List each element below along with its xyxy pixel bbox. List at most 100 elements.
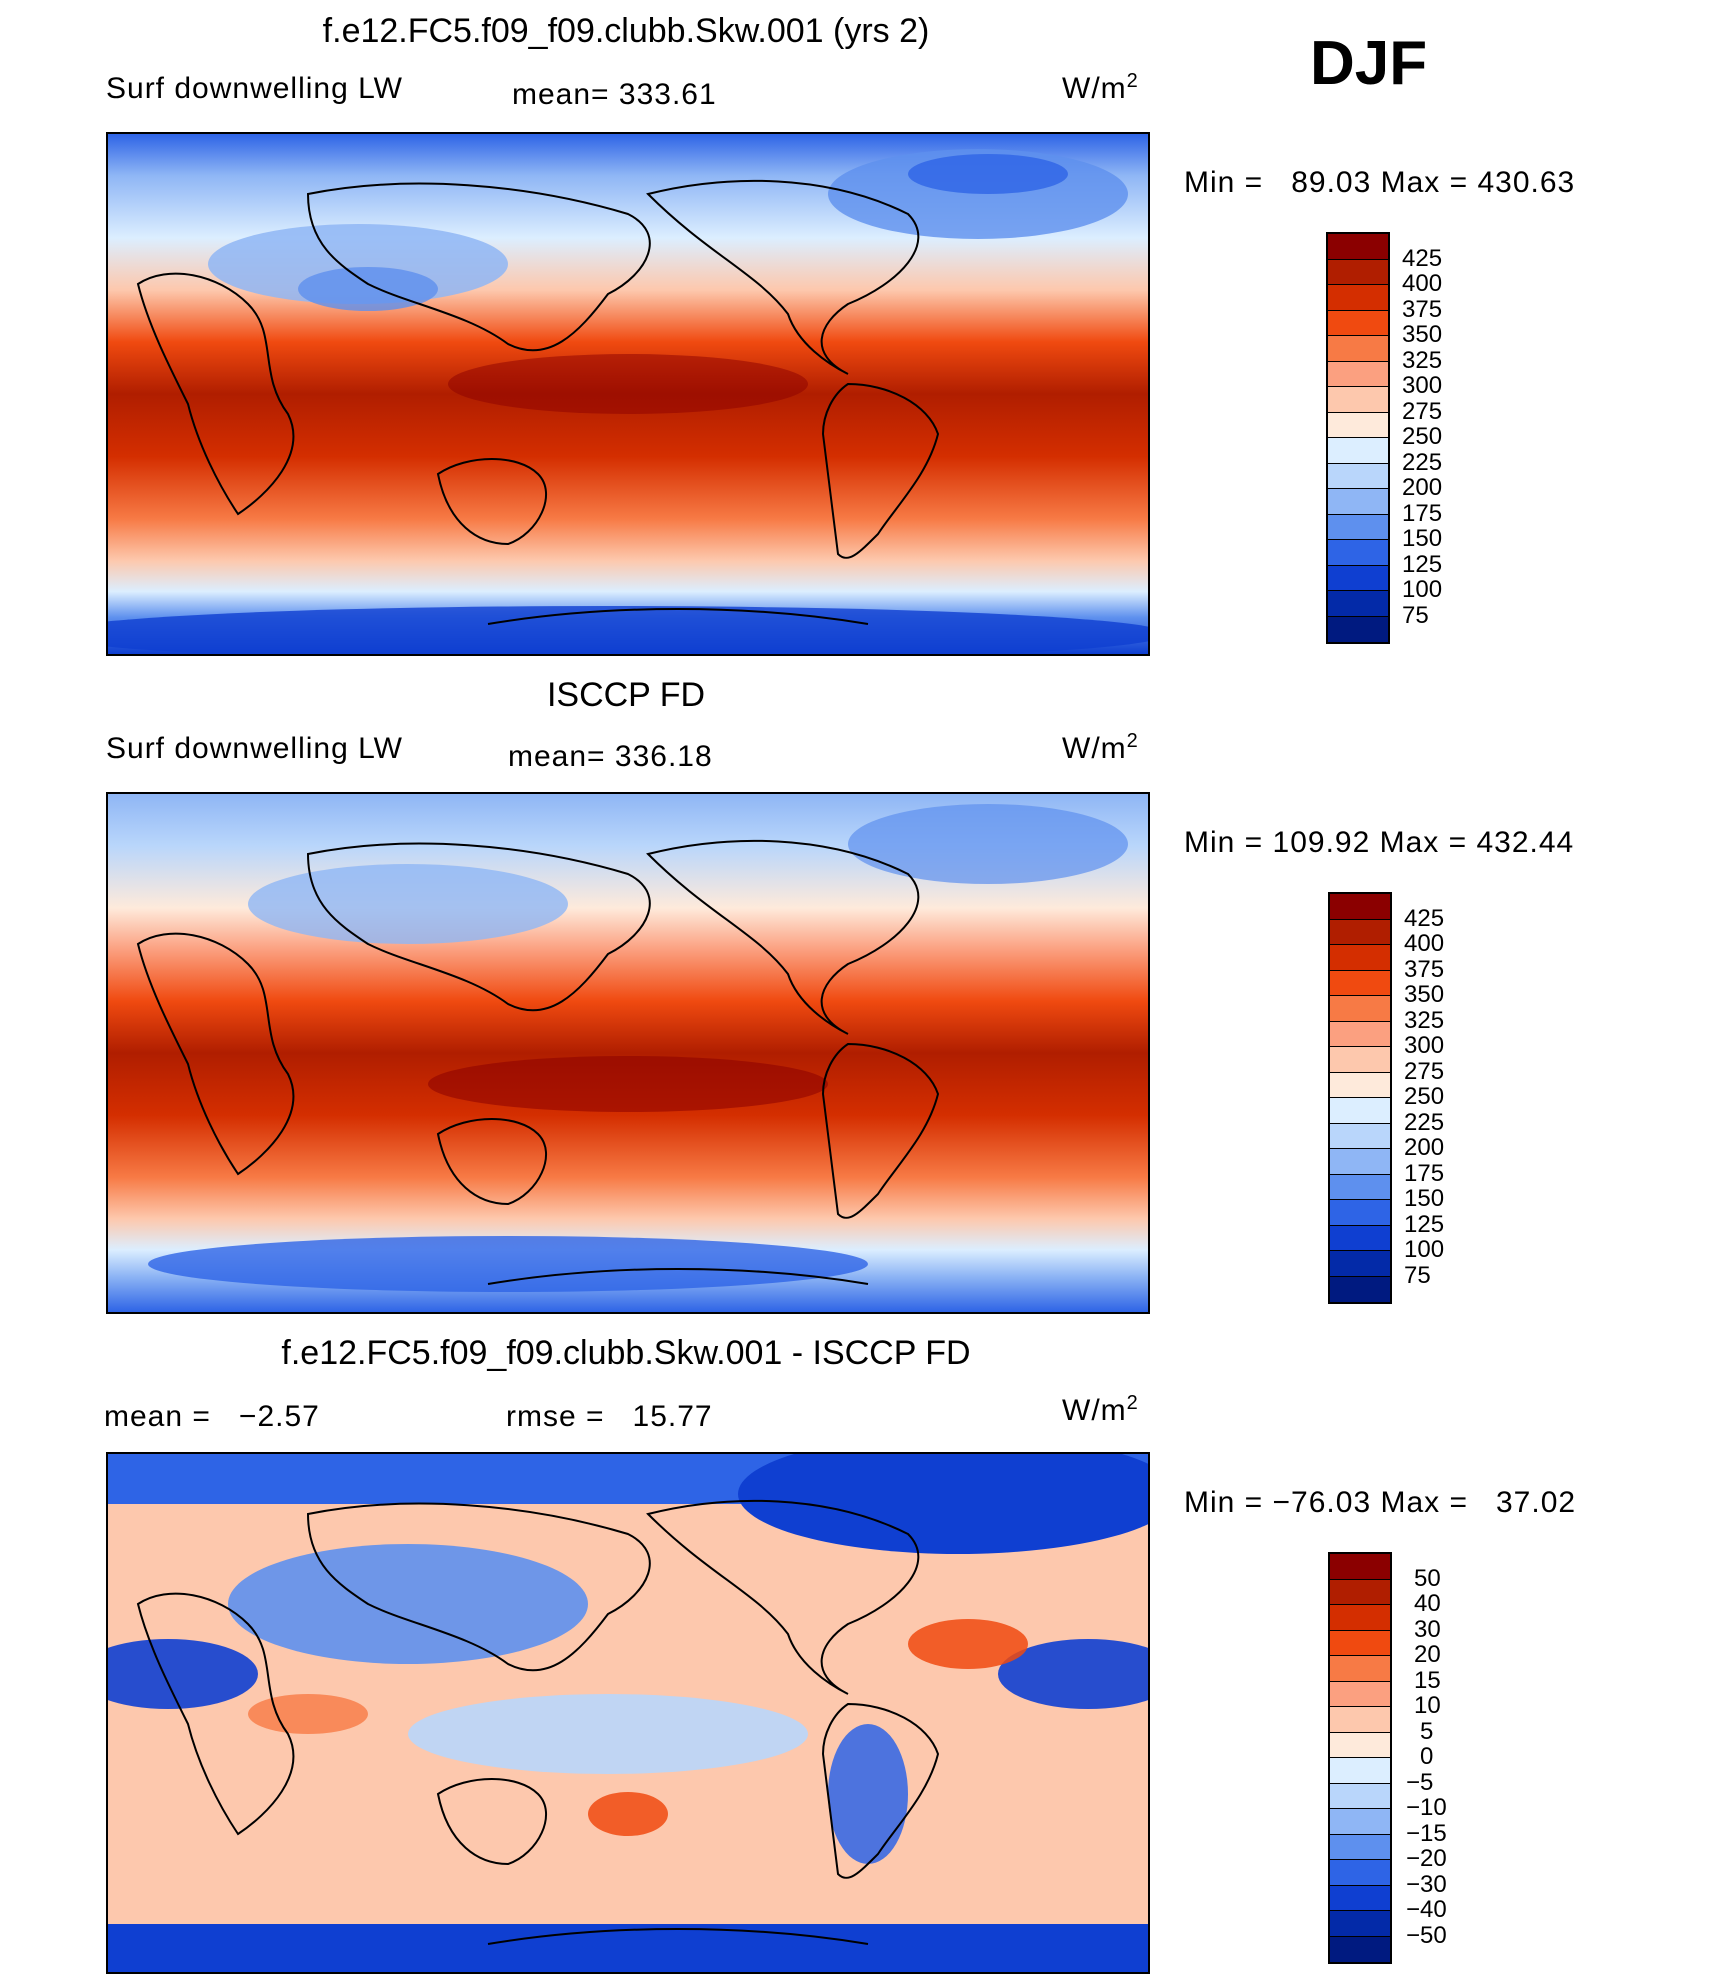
colorbar-segment [1330, 1174, 1390, 1200]
colorbar-segment [1328, 310, 1388, 336]
colorbar-tick: −30 [1406, 1871, 1447, 1898]
colorbar-segment [1328, 336, 1388, 362]
colorbar-tick: 400 [1402, 270, 1443, 297]
colorbar-tick: −20 [1406, 1845, 1447, 1872]
colorbar-segment [1330, 1123, 1390, 1149]
colorbar-segment [1330, 1758, 1390, 1784]
colorbar-tick: 250 [1402, 423, 1443, 450]
colorbar-tick: 125 [1404, 1211, 1445, 1238]
colorbar-segment [1328, 540, 1388, 566]
colorbar-tick: 375 [1404, 956, 1445, 983]
colorbar-segment [1330, 1579, 1390, 1605]
colorbar-segment [1328, 463, 1388, 489]
colorbar-segment [1330, 919, 1390, 945]
panel1-map [106, 132, 1150, 656]
colorbar-segment [1330, 1276, 1390, 1302]
colorbar-segment [1330, 1707, 1390, 1733]
colorbar-tick: 125 [1402, 551, 1443, 578]
colorbar-tick: 275 [1402, 398, 1443, 425]
colorbar-tick: −50 [1406, 1922, 1447, 1949]
colorbar-tick: 15 [1414, 1667, 1441, 1694]
colorbar-tick: −40 [1406, 1896, 1447, 1923]
colorbar-tick: 225 [1402, 449, 1443, 476]
colorbar-segment [1328, 234, 1388, 260]
colorbar-segment [1330, 970, 1390, 996]
colorbar-segment [1328, 285, 1388, 311]
colorbar-segment [1328, 565, 1388, 591]
panel3-units: W/m2 [1062, 1392, 1139, 1427]
panel1-variable: Surf downwelling LW [106, 72, 403, 105]
colorbar-tick: 300 [1404, 1032, 1445, 1059]
colorbar-segment [1330, 1149, 1390, 1175]
colorbar-tick: 5 [1420, 1718, 1434, 1745]
panel2-colorbar [1328, 892, 1392, 1304]
colorbar-segment [1330, 1860, 1390, 1886]
colorbar-segment [1330, 1732, 1390, 1758]
colorbar-tick: 325 [1404, 1007, 1445, 1034]
colorbar-tick: 75 [1404, 1262, 1431, 1289]
colorbar-tick: 425 [1402, 245, 1443, 272]
colorbar-segment [1330, 1681, 1390, 1707]
colorbar-segment [1330, 1911, 1390, 1937]
colorbar-tick: 150 [1404, 1185, 1445, 1212]
colorbar-segment [1330, 1098, 1390, 1124]
panel1-title: f.e12.FC5.f09_f09.clubb.Skw.001 (yrs 2) [322, 12, 930, 50]
colorbar-tick: 40 [1414, 1590, 1441, 1617]
colorbar-tick: 20 [1414, 1641, 1441, 1668]
panel2-units: W/m2 [1062, 730, 1139, 765]
colorbar-tick: 275 [1404, 1058, 1445, 1085]
colorbar-tick: 30 [1414, 1616, 1441, 1643]
colorbar-segment [1330, 1047, 1390, 1073]
colorbar-segment [1330, 1251, 1390, 1277]
season-label: DJF [1310, 29, 1428, 98]
colorbar-tick: 200 [1404, 1134, 1445, 1161]
panel3-colorbar-ticks: 50 40 30 20 15 10 5 0 −5 −10 −15 −20 −30… [1404, 1552, 1484, 1960]
colorbar-tick: 425 [1404, 905, 1445, 932]
colorbar-segment [1330, 1630, 1390, 1656]
panel2-colorbar-ticks: 425 400 375 350 325 300 275 250 225 200 … [1404, 892, 1484, 1300]
colorbar-segment [1328, 514, 1388, 540]
colorbar-segment [1328, 387, 1388, 413]
colorbar-tick: 150 [1402, 525, 1443, 552]
colorbar-tick: 100 [1404, 1236, 1445, 1263]
colorbar-segment [1330, 894, 1390, 920]
colorbar-tick: 325 [1402, 347, 1443, 374]
colorbar-segment [1330, 1656, 1390, 1682]
panel2-minmax: Min = 109.92 Max = 432.44 [1184, 826, 1575, 859]
colorbar-tick: −10 [1406, 1794, 1447, 1821]
colorbar-tick: 100 [1402, 576, 1443, 603]
colorbar-tick: 175 [1402, 500, 1443, 527]
colorbar-tick: 375 [1402, 296, 1443, 323]
colorbar-tick: −5 [1406, 1769, 1434, 1796]
colorbar-segment [1330, 945, 1390, 971]
panel3-minmax: Min = −76.03 Max = 37.02 [1184, 1486, 1577, 1519]
colorbar-segment [1330, 1605, 1390, 1631]
colorbar-tick: −15 [1406, 1820, 1447, 1847]
colorbar-segment [1328, 259, 1388, 285]
colorbar-segment [1328, 438, 1388, 464]
colorbar-segment [1328, 412, 1388, 438]
panel3-map [106, 1452, 1150, 1974]
colorbar-segment [1328, 591, 1388, 617]
colorbar-segment [1330, 1783, 1390, 1809]
panel1-units: W/m2 [1062, 70, 1139, 105]
panel2-mean: mean= 336.18 [508, 740, 713, 773]
colorbar-segment [1330, 1554, 1390, 1580]
colorbar-segment [1330, 1225, 1390, 1251]
colorbar-segment [1330, 1021, 1390, 1047]
colorbar-segment [1330, 1885, 1390, 1911]
colorbar-segment [1330, 1072, 1390, 1098]
panel2-variable: Surf downwelling LW [106, 732, 403, 765]
colorbar-tick: 175 [1404, 1160, 1445, 1187]
colorbar-tick: 350 [1402, 321, 1443, 348]
colorbar-tick: 400 [1404, 930, 1445, 957]
colorbar-segment [1328, 616, 1388, 642]
colorbar-tick: 50 [1414, 1565, 1441, 1592]
panel1-mean: mean= 333.61 [512, 78, 717, 111]
colorbar-segment [1328, 361, 1388, 387]
panel2-title: ISCCP FD [546, 676, 706, 714]
panel2-map [106, 792, 1150, 1314]
panel3-title: f.e12.FC5.f09_f09.clubb.Skw.001 - ISCCP … [281, 1334, 971, 1372]
panel3-mean: mean = −2.57 [104, 1400, 320, 1433]
colorbar-segment [1330, 1809, 1390, 1835]
